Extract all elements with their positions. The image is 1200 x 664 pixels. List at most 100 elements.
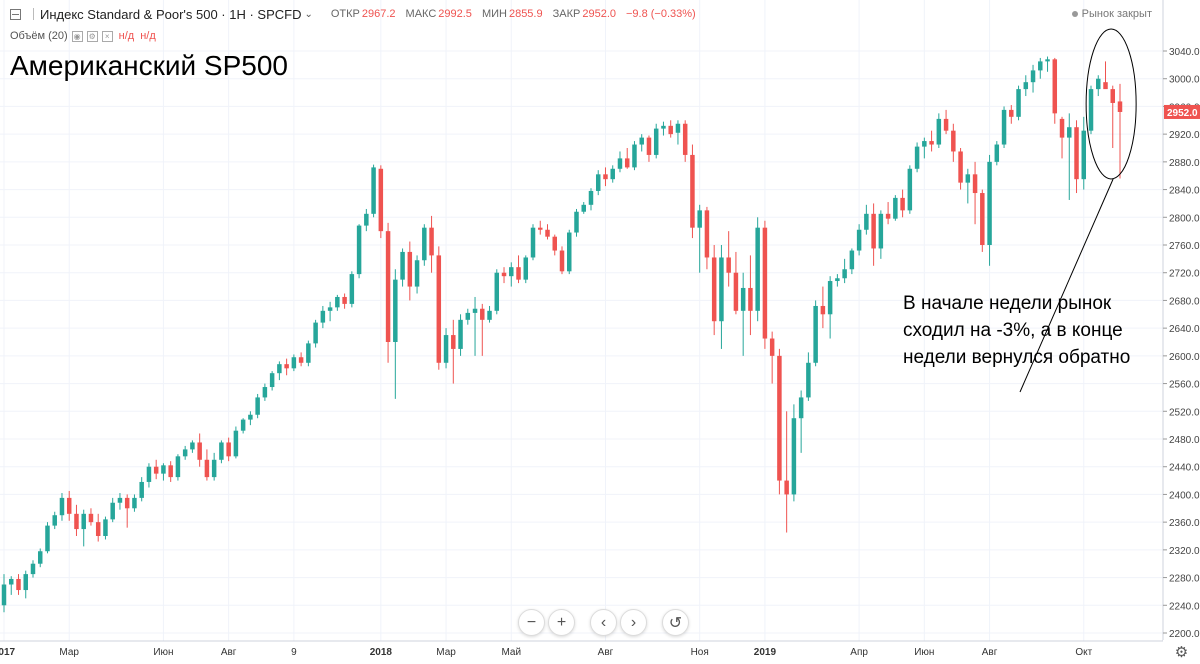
high-label: МАКС: [405, 8, 437, 20]
price-tick-label: 2440.00: [1169, 463, 1200, 474]
candle-body: [342, 296, 347, 304]
candle-body: [864, 213, 869, 230]
candle-body: [1, 584, 7, 606]
candle-body: [784, 480, 789, 495]
candle-body: [958, 151, 963, 183]
chevron-down-icon[interactable]: ⌄: [304, 8, 313, 20]
candle-body: [371, 167, 376, 214]
volume-label[interactable]: Объём (20): [10, 30, 68, 42]
candle-body: [436, 255, 442, 363]
close-value: 2952.0: [582, 8, 616, 20]
candle-body: [45, 525, 50, 552]
candle-body: [74, 513, 79, 530]
candle-body: [146, 466, 152, 482]
scroll-left-button[interactable]: ‹: [590, 609, 617, 636]
candle-body: [356, 225, 362, 275]
price-tick-label: 2840.00: [1169, 186, 1200, 197]
candle-body: [697, 210, 702, 228]
candle-body: [1096, 78, 1101, 90]
candle-body: [1016, 89, 1021, 117]
candle-body: [980, 193, 985, 245]
candle-body: [211, 459, 217, 478]
candle-body: [545, 229, 550, 237]
eye-icon[interactable]: ◉: [71, 30, 83, 42]
header-divider: [33, 8, 34, 20]
annotation-shapes: [1019, 28, 1137, 393]
candle-body: [972, 174, 978, 194]
candle-body: [9, 578, 14, 585]
price-tick-label: 2360.00: [1169, 518, 1200, 529]
gear-icon[interactable]: ⚙: [1163, 640, 1200, 664]
price-tick-label: 2520.00: [1169, 407, 1200, 418]
candle-body: [595, 174, 601, 191]
low-label: МИН: [481, 8, 507, 20]
price-axis-bg: [1163, 0, 1200, 641]
price-tick-label: 2880.00: [1169, 158, 1200, 169]
candle-body: [951, 130, 956, 152]
candle-body: [175, 456, 181, 478]
candle-body: [704, 210, 710, 258]
candle-body: [842, 269, 847, 279]
candle-body: [110, 502, 115, 520]
settings-small-icon[interactable]: ⚙: [86, 30, 98, 42]
candle-body: [813, 305, 818, 363]
candle-body: [233, 430, 239, 457]
price-tick-label: 2200.00: [1169, 629, 1200, 640]
candle-body: [204, 459, 210, 478]
overlay-title: Американский SP500: [10, 50, 288, 81]
candle-body: [335, 296, 340, 308]
candle-body: [30, 563, 36, 575]
price-tick-label: 2280.00: [1169, 574, 1200, 585]
candle-body: [422, 227, 427, 261]
candle-body: [88, 513, 94, 523]
volume-value-2: н/д: [140, 30, 156, 42]
time-tick-label: Апр: [850, 647, 868, 658]
candle-body: [617, 158, 623, 169]
candle-body: [653, 128, 659, 155]
grid-lines: [0, 0, 1163, 641]
volume-value-1: н/д: [118, 30, 135, 42]
candle-body: [1067, 127, 1072, 138]
candle-body: [393, 279, 398, 342]
candle-body: [132, 497, 137, 509]
candle-body: [682, 123, 688, 155]
candle-body: [661, 125, 666, 129]
time-axis-bg: [0, 641, 1163, 664]
candle-body: [269, 373, 275, 388]
candle-body: [226, 442, 231, 457]
candle-body: [523, 257, 529, 280]
candle-body: [516, 267, 521, 280]
candle-body: [914, 146, 920, 169]
candle-body: [1001, 109, 1007, 145]
time-tick-label: Авг: [221, 647, 237, 658]
open-value: 2967.2: [361, 8, 396, 20]
candle-body: [465, 312, 471, 320]
zoom-out-button[interactable]: −: [518, 609, 545, 636]
collapse-icon[interactable]: [10, 8, 21, 20]
price-axis: 2200.00 2240.00 2280.00 2320.00 2360.00 2400.…: [1162, 0, 1200, 641]
zoom-in-button[interactable]: +: [548, 609, 575, 636]
candle-body: [1023, 82, 1029, 90]
candle-body: [900, 197, 905, 211]
candle-body: [965, 174, 971, 183]
remove-icon[interactable]: ×: [101, 30, 113, 42]
candle-body: [603, 174, 608, 180]
symbol-title[interactable]: Индекс Standard & Poor's 500 · 1H · SPCF…: [40, 6, 302, 22]
candle-body: [1009, 109, 1014, 117]
volume-legend: Объём (20) ◉ ⚙ × н/д н/д: [0, 29, 156, 43]
price-tick-label: 2640.00: [1169, 324, 1200, 335]
candle-body: [182, 449, 188, 457]
scroll-right-button[interactable]: ›: [620, 609, 647, 636]
candle-body: [429, 227, 434, 256]
candle-body: [277, 364, 282, 374]
candle-body: [1038, 61, 1043, 71]
candle-body: [733, 272, 739, 311]
candle-body: [588, 190, 594, 205]
candle-body: [95, 522, 101, 536]
annotation-line-3: недели вернулся обратно: [903, 347, 1131, 368]
candle-body: [443, 335, 449, 363]
time-tick-label: Мар: [59, 647, 79, 658]
candle-body: [711, 257, 717, 322]
reset-chart-button[interactable]: ↺: [662, 609, 689, 636]
